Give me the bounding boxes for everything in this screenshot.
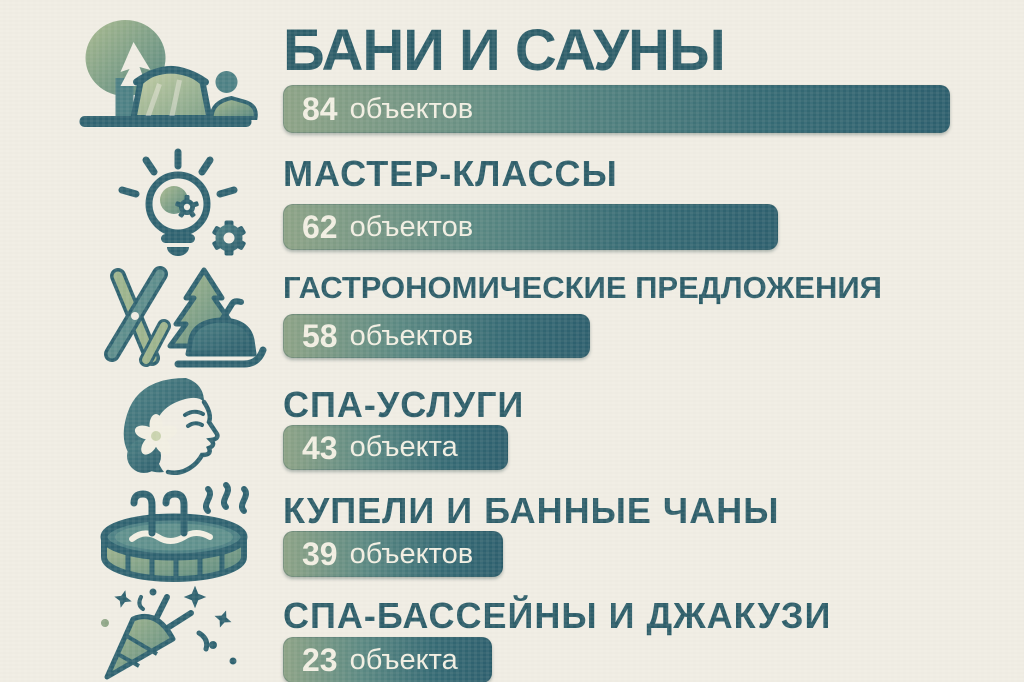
category-bar: 62 объектов bbox=[283, 204, 778, 250]
category-bar: 84 объектов bbox=[283, 85, 950, 133]
bar-value: 39 bbox=[302, 536, 338, 572]
bar-value: 62 bbox=[302, 209, 338, 245]
category-label: ГАСТРОНОМИЧЕСКИЕ ПРЕДЛОЖЕНИЯ bbox=[283, 270, 882, 305]
category-bar: 58 объектов bbox=[283, 314, 590, 358]
bar-unit: объектов bbox=[349, 210, 474, 243]
bar-unit: объектов bbox=[349, 537, 474, 570]
category-label: КУПЕЛИ И БАННЫЕ ЧАНЫ bbox=[283, 490, 780, 531]
hot-tub-icon bbox=[88, 479, 264, 587]
bar-value: 84 bbox=[302, 91, 338, 127]
category-bar: 39 объектов bbox=[283, 531, 503, 577]
lightbulb-gear-icon bbox=[98, 146, 260, 262]
category-label: БАНИ И САУНЫ bbox=[283, 18, 726, 83]
category-bar: 43 объекта bbox=[283, 425, 508, 470]
sauna-scene-icon bbox=[72, 12, 270, 134]
bar-unit: объектов bbox=[349, 92, 474, 125]
category-label: СПА-БАССЕЙНЫ И ДЖАКУЗИ bbox=[283, 595, 832, 636]
bar-value: 43 bbox=[302, 429, 338, 466]
bar-value: 58 bbox=[302, 318, 338, 354]
ski-snowmobile-icon bbox=[88, 264, 270, 370]
bar-value: 23 bbox=[302, 642, 338, 678]
spa-woman-icon bbox=[98, 372, 250, 480]
bar-unit: объекта bbox=[349, 643, 458, 676]
bar-unit: объекта bbox=[349, 431, 458, 463]
category-bar: 23 объекта bbox=[283, 637, 492, 682]
category-label: СПА-УСЛУГИ bbox=[283, 384, 525, 425]
category-label: МАСТЕР-КЛАССЫ bbox=[283, 153, 618, 194]
party-popper-icon bbox=[95, 585, 250, 682]
bar-unit: объектов bbox=[349, 319, 474, 352]
